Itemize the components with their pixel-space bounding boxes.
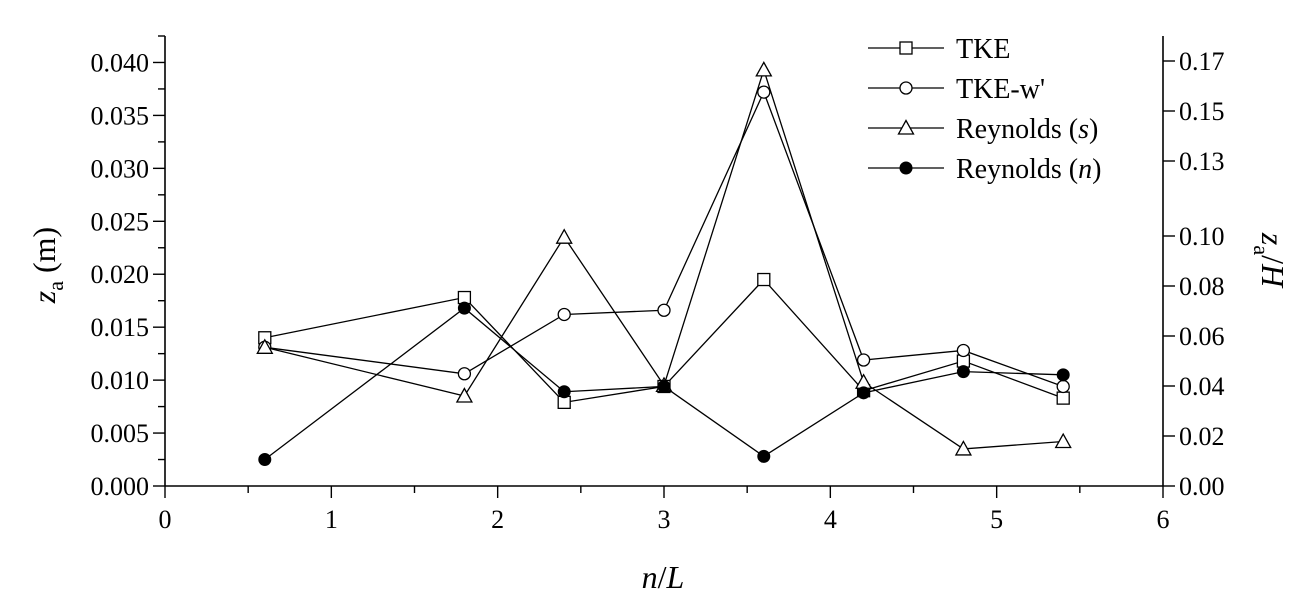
y-right-tick-label: 0.13 <box>1179 147 1225 176</box>
y-left-tick-label: 0.030 <box>91 154 150 183</box>
y-axis-left-title: za (m) <box>26 227 68 304</box>
x-tick-label: 4 <box>824 505 837 534</box>
y-right-tick-label: 0.02 <box>1179 422 1225 451</box>
y-left-tick-label: 0.015 <box>91 313 150 342</box>
data-point <box>956 365 970 379</box>
y-right-tick-label: 0.08 <box>1179 272 1225 301</box>
legend-entry: Reynolds (n) <box>868 154 1101 185</box>
x-tick-label: 5 <box>990 505 1003 534</box>
data-point <box>954 440 973 456</box>
legend-marker <box>899 81 913 95</box>
legend-entry: TKE <box>868 34 1010 65</box>
data-point <box>854 373 873 389</box>
data-point <box>555 228 573 244</box>
y-left-tick-label: 0.035 <box>91 101 150 130</box>
legend-label: Reynolds (n) <box>956 154 1101 185</box>
legend-label: Reynolds (s) <box>956 114 1098 145</box>
legend-entry: TKE-w' <box>868 74 1045 105</box>
data-point <box>757 85 771 99</box>
legend-marker <box>899 41 913 55</box>
series-line <box>264 90 1064 388</box>
data-point <box>256 338 274 354</box>
data-point <box>1054 432 1072 449</box>
data-point <box>455 387 474 403</box>
series-3 <box>258 301 1070 467</box>
series-layer <box>256 61 1072 467</box>
data-point <box>956 343 971 358</box>
y-left-tick-label: 0.040 <box>91 48 150 77</box>
x-tick-label: 2 <box>491 505 504 534</box>
y-right-tick-label: 0.00 <box>1179 472 1225 501</box>
x-tick-label: 6 <box>1157 505 1170 534</box>
legend-label: TKE-w' <box>956 74 1045 105</box>
data-point <box>557 307 571 322</box>
y-left-tick-label: 0.010 <box>91 366 150 395</box>
series-line <box>264 67 1064 450</box>
data-point <box>557 385 571 399</box>
legend-marker <box>899 161 913 175</box>
data-point <box>857 386 871 400</box>
data-point <box>856 353 871 367</box>
series-1 <box>258 85 1070 394</box>
series-line <box>264 307 1064 461</box>
y-right-tick-label: 0.04 <box>1179 372 1225 401</box>
data-point <box>457 301 471 315</box>
data-point <box>1056 391 1070 405</box>
y-axis-right-title: za/H <box>1249 232 1291 289</box>
x-axis-title: n/L <box>642 559 685 595</box>
data-point <box>757 272 771 287</box>
data-point <box>657 379 671 393</box>
legend-label: TKE <box>956 34 1010 65</box>
series-line <box>264 278 1064 404</box>
y-right-tick-label: 0.06 <box>1179 322 1225 351</box>
x-tick-label: 3 <box>658 505 671 534</box>
x-tick-label: 1 <box>325 505 338 534</box>
y-left-tick-label: 0.005 <box>91 419 150 448</box>
y-left-tick-label: 0.020 <box>91 260 150 289</box>
data-point <box>1056 368 1070 382</box>
series-2 <box>256 61 1072 456</box>
x-tick-label: 0 <box>159 505 172 534</box>
data-point <box>755 61 773 77</box>
data-point <box>258 453 272 467</box>
y-right-tick-label: 0.15 <box>1179 97 1225 126</box>
y-right-tick-label: 0.10 <box>1179 222 1225 251</box>
ticks: 0 1 2 3 4 5 6 0.000 0.005 0.010 0.015 0.020 0.025 0.0… <box>91 35 1225 534</box>
data-point <box>657 303 671 317</box>
legend-marker <box>897 119 915 135</box>
data-point <box>1056 379 1070 394</box>
y-left-tick-label: 0.000 <box>91 472 150 501</box>
y-right-tick-label: 0.17 <box>1179 47 1225 76</box>
legend: TKE TKE-w' Reynolds (s) Reynolds (n) <box>868 34 1101 185</box>
data-point <box>757 449 771 463</box>
y-left-tick-label: 0.025 <box>91 207 150 236</box>
legend-entry: Reynolds (s) <box>868 114 1098 145</box>
data-point <box>457 367 472 381</box>
